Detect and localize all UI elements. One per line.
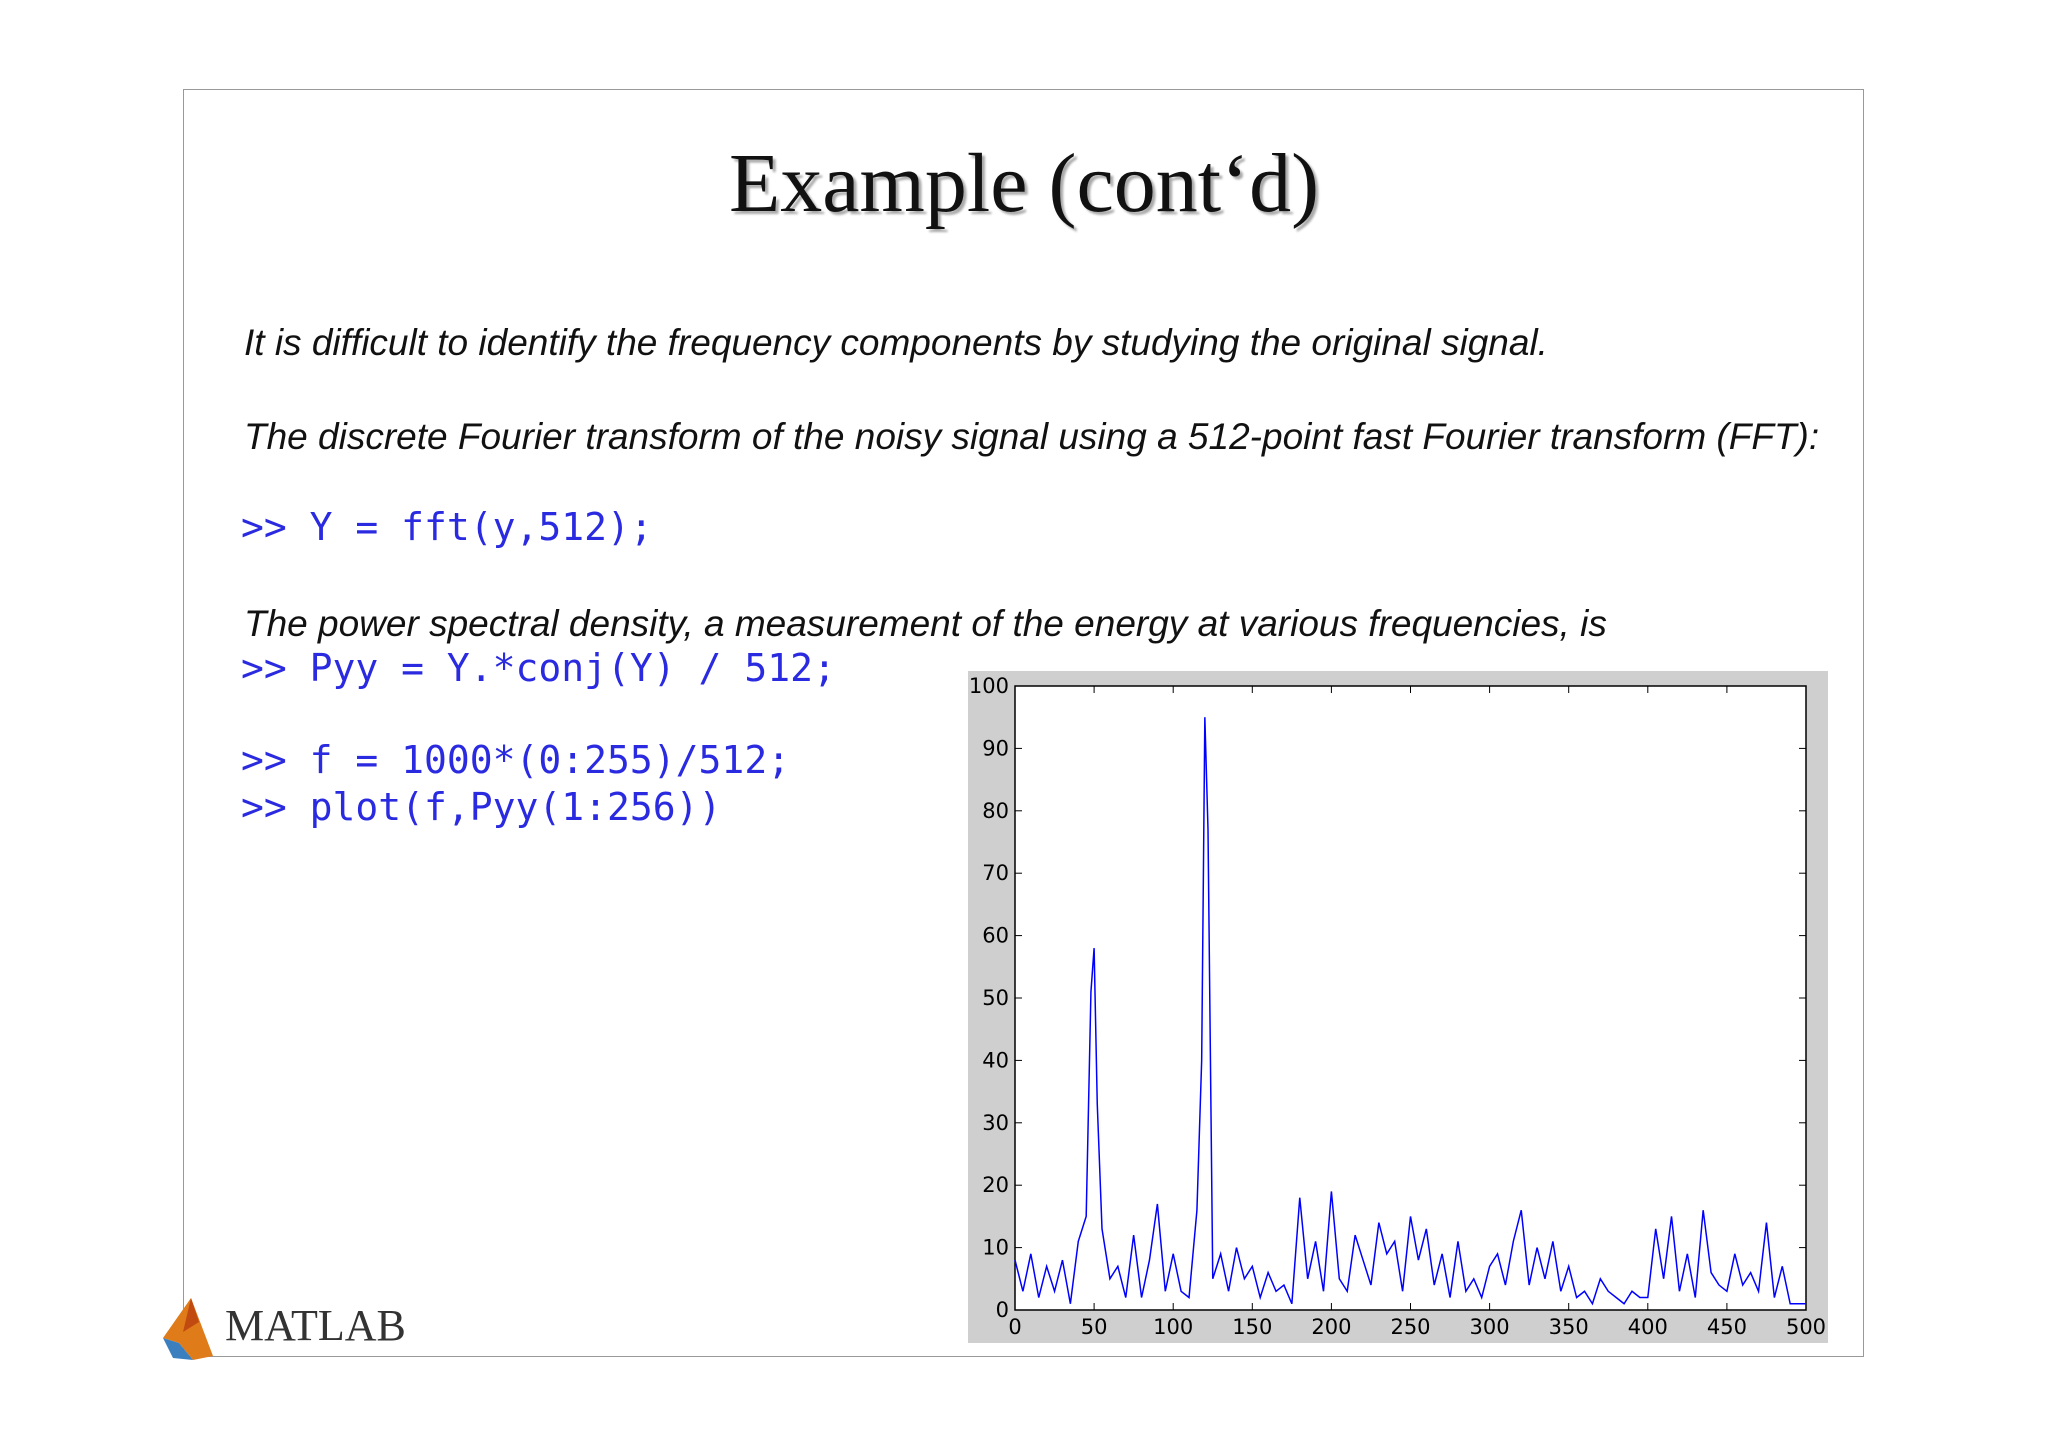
paragraph: The power spectral density, a measuremen… bbox=[244, 603, 1607, 644]
logo-text: MATLAB bbox=[225, 1301, 406, 1350]
y-tick-label: 60 bbox=[982, 924, 1009, 948]
y-tick-label: 20 bbox=[982, 1173, 1009, 1197]
paragraph: The discrete Fourier transform of the no… bbox=[244, 416, 1820, 457]
x-tick-label: 100 bbox=[1153, 1315, 1193, 1339]
paragraph: It is difficult to identify the frequenc… bbox=[244, 322, 1548, 363]
slide-frame bbox=[183, 89, 1864, 1357]
logo-icon bbox=[163, 1298, 213, 1360]
x-tick-label: 200 bbox=[1311, 1315, 1351, 1339]
data-line bbox=[1014, 717, 1806, 1306]
x-tick-label: 0 bbox=[1008, 1315, 1021, 1339]
chart: 0 50 100 150 200 250 300 350 400 450 500 0 10 20 30 40 5… bbox=[968, 671, 1828, 1343]
code-line: >> f = 1000*(0:255)/512; bbox=[241, 738, 791, 782]
code-line: >> Pyy = Y.*conj(Y) / 512; bbox=[241, 646, 836, 690]
code-line: >> plot(f,Pyy(1:256)) bbox=[241, 785, 722, 829]
x-tick-label: 350 bbox=[1549, 1315, 1589, 1339]
x-tick-label: 400 bbox=[1628, 1315, 1668, 1339]
x-tick-label: 500 bbox=[1786, 1315, 1826, 1339]
y-tick-label: 50 bbox=[982, 986, 1009, 1010]
y-tick-label: 30 bbox=[982, 1111, 1009, 1135]
code-line: >> Y = fft(y,512); bbox=[241, 505, 653, 549]
x-tick-label: 150 bbox=[1232, 1315, 1272, 1339]
x-tick-label: 50 bbox=[1081, 1315, 1108, 1339]
slide-title: Example (cont‘d) bbox=[728, 137, 1320, 230]
x-tick-label: 300 bbox=[1470, 1315, 1510, 1339]
y-tick-label: 0 bbox=[996, 1298, 1009, 1322]
y-tick-label: 80 bbox=[982, 799, 1009, 823]
x-tick-label: 250 bbox=[1390, 1315, 1430, 1339]
y-tick-label: 40 bbox=[982, 1048, 1009, 1072]
y-tick-label: 90 bbox=[982, 736, 1009, 760]
y-tick-label: 70 bbox=[982, 861, 1009, 885]
x-tick-label: 450 bbox=[1707, 1315, 1747, 1339]
y-tick-label: 100 bbox=[969, 674, 1009, 698]
y-tick-label: 10 bbox=[982, 1236, 1009, 1260]
